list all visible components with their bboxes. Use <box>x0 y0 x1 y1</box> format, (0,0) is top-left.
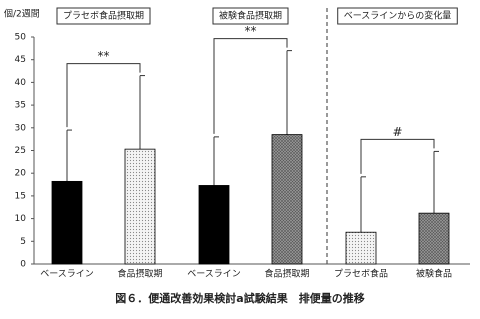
y-tick-label: 50 <box>15 33 27 43</box>
group-label: ベースラインからの変化量 <box>344 10 452 22</box>
significance-bracket <box>66 63 141 128</box>
bar <box>418 212 450 265</box>
group-box <box>56 7 151 25</box>
significance-mark: # <box>392 125 402 139</box>
significance-mark: ** <box>245 24 257 38</box>
x-tick-label: ベースライン <box>40 269 94 280</box>
bar <box>51 180 83 265</box>
significance-bracket <box>213 38 288 134</box>
x-tick-label: 被験食品 <box>416 268 452 280</box>
group-label: プラセボ食品摂取期 <box>63 10 144 22</box>
significance-mark: ** <box>98 49 110 63</box>
y-tick-label: 40 <box>15 78 27 88</box>
y-tick-label: 10 <box>15 214 27 224</box>
y-tick-label: 5 <box>20 237 26 247</box>
bar <box>271 134 303 265</box>
y-tick-label: 15 <box>15 191 26 201</box>
caption: 図６．便通改善効果検討a試験結果 排便量の推移 <box>115 291 364 305</box>
bar <box>198 185 230 265</box>
y-tick-label: 30 <box>15 123 27 133</box>
x-tick-label: プラセボ食品 <box>334 268 388 280</box>
y-tick-label: 20 <box>15 169 27 179</box>
y-tick-label: 25 <box>15 146 26 156</box>
y-axis-label: 個/2週間 <box>4 8 40 20</box>
y-tick-label: 0 <box>20 260 26 270</box>
x-tick-label: ベースライン <box>187 269 241 280</box>
x-tick-label: 食品摂取期 <box>264 268 309 280</box>
y-tick-label: 45 <box>15 55 26 65</box>
bar <box>345 231 377 265</box>
y-tick-label: 35 <box>15 101 26 111</box>
group-box <box>212 7 289 25</box>
group-label: 被験食品摂取期 <box>219 10 282 22</box>
x-tick-label: 食品摂取期 <box>117 268 162 280</box>
significance-bracket <box>360 138 435 174</box>
bar <box>124 148 156 265</box>
group-box <box>337 7 458 25</box>
